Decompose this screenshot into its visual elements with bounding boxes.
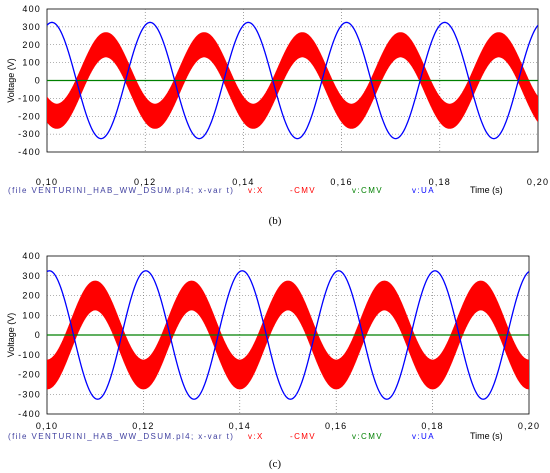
figure-caption-c: (c) <box>269 458 282 470</box>
y-tick-label: 300 <box>22 271 41 281</box>
y-tick-label: 200 <box>22 40 41 50</box>
y-tick-label: 100 <box>22 310 41 320</box>
series-x-minus-cmv-envelope <box>47 286 529 384</box>
x-tick-labels: 0,10 0,12 0,14 0,16 0,18 0,20 <box>36 421 540 431</box>
y-tick-label: -200 <box>18 370 41 380</box>
y-tick-label: -100 <box>18 93 41 103</box>
x-tick-label: 0,18 <box>429 177 451 187</box>
y-tick-label: 0 <box>35 330 41 340</box>
y-tick-label: 400 <box>22 251 41 261</box>
y-tick-label: 400 <box>22 4 41 14</box>
y-tick-label: 100 <box>22 58 41 68</box>
series-group <box>47 21 538 140</box>
y-tick-labels: 400 300 200 100 0 -100 -200 -300 -400 <box>18 4 41 157</box>
series-group <box>47 270 529 400</box>
x-tick-labels: 0,10 0,12 0,14 0,16 0,18 0,20 <box>36 177 549 187</box>
legend-vua: v:UA <box>412 186 435 195</box>
series-ua <box>47 21 538 140</box>
legend-vcmv: v:CMV <box>352 186 383 195</box>
x-tick-label: 0,20 <box>527 177 549 187</box>
y-tick-label: -300 <box>18 129 41 139</box>
x-tick-label: 0,12 <box>134 177 156 187</box>
y-tick-label: -100 <box>18 350 41 360</box>
y-tick-label: -200 <box>18 111 41 121</box>
y-axis-label: Voltage (V) <box>6 58 16 103</box>
legend-vx: v:X <box>248 186 264 195</box>
y-tick-label: -300 <box>18 389 41 399</box>
legend-vx: v:X <box>248 432 264 441</box>
legend-neg-cmv: -CMV <box>290 186 316 195</box>
file-footer: (file VENTURINI_HAB_WW_DSUM.pl4; x-var t… <box>8 432 234 441</box>
x-tick-label: 0,16 <box>325 421 347 431</box>
x-tick-label: 0,16 <box>330 177 352 187</box>
y-tick-label: 300 <box>22 22 41 32</box>
series-ua <box>47 270 529 400</box>
y-tick-label: 200 <box>22 291 41 301</box>
series-x-minus-cmv-envelope <box>47 37 538 124</box>
file-footer: (file VENTURINI_HAB_WW_DSUM.pl4; x-var t… <box>8 186 234 195</box>
x-tick-label: 0,14 <box>232 177 254 187</box>
legend-neg-cmv: -CMV <box>290 432 316 441</box>
legend-vcmv: v:CMV <box>352 432 383 441</box>
x-tick-label: 0,18 <box>421 421 443 431</box>
y-tick-label: 0 <box>35 76 41 86</box>
x-tick-label: 0,20 <box>518 421 540 431</box>
y-tick-label: -400 <box>18 409 41 419</box>
y-tick-labels: 400 300 200 100 0 -100 -200 -300 -400 <box>18 251 41 419</box>
x-axis-label: Time (s) <box>470 185 503 195</box>
y-tick-label: -400 <box>18 147 41 157</box>
y-axis-label: Voltage (V) <box>6 313 16 358</box>
figure-caption-b: (b) <box>269 215 282 227</box>
x-axis-label: Time (s) <box>470 431 503 441</box>
legend-vua: v:UA <box>412 432 435 441</box>
x-tick-label: 0,10 <box>36 421 58 431</box>
x-tick-label: 0,14 <box>229 421 251 431</box>
x-tick-label: 0,10 <box>36 177 58 187</box>
x-tick-label: 0,12 <box>132 421 154 431</box>
